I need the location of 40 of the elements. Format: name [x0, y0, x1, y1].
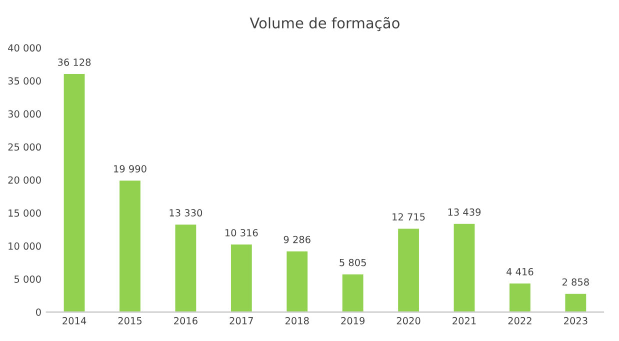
x-tick-label: 2021: [452, 317, 476, 324]
data-label: 4 416: [506, 268, 534, 276]
bar: [62, 72, 86, 312]
data-label: 13 439: [448, 208, 481, 216]
bar: [564, 292, 588, 312]
bar: [174, 223, 198, 312]
y-tick-label: 30 000: [8, 110, 41, 118]
y-tick-label: 5 000: [14, 275, 41, 283]
x-tick-label: 2023: [564, 317, 588, 324]
y-tick-label: 10 000: [8, 242, 41, 250]
x-tick-label: 2015: [118, 317, 142, 324]
y-tick-label: 35 000: [8, 77, 41, 85]
data-label: 36 128: [58, 58, 91, 66]
bar: [118, 179, 142, 312]
bar: [508, 282, 532, 312]
y-tick-label: 25 000: [8, 143, 41, 151]
bar: [396, 227, 420, 312]
y-tick-label: 40 000: [8, 44, 41, 52]
x-tick-label: 2020: [396, 317, 420, 324]
data-label: 13 330: [170, 209, 202, 217]
data-label: 10 316: [225, 229, 258, 236]
x-tick-label: 2017: [230, 317, 253, 324]
x-tick-label: 2018: [285, 317, 309, 324]
data-label: 9 286: [284, 236, 310, 244]
y-tick-label: 0: [36, 308, 41, 316]
bar: [230, 243, 254, 312]
y-tick-label: 15 000: [8, 209, 41, 217]
data-label: 2 858: [562, 278, 589, 286]
data-label: 5 805: [340, 258, 366, 266]
y-tick-label: 20 000: [8, 176, 41, 184]
x-tick-label: 2022: [508, 317, 532, 324]
data-label: 12 715: [392, 213, 425, 221]
chart-title: Volume de formação: [250, 16, 400, 32]
x-tick-label: 2019: [341, 317, 365, 324]
bar: [285, 250, 309, 312]
x-tick-label: 2014: [62, 317, 86, 324]
bar: [452, 222, 476, 312]
bar: [340, 272, 365, 312]
data-label: 19 990: [114, 165, 146, 173]
x-tick-label: 2016: [174, 317, 198, 324]
